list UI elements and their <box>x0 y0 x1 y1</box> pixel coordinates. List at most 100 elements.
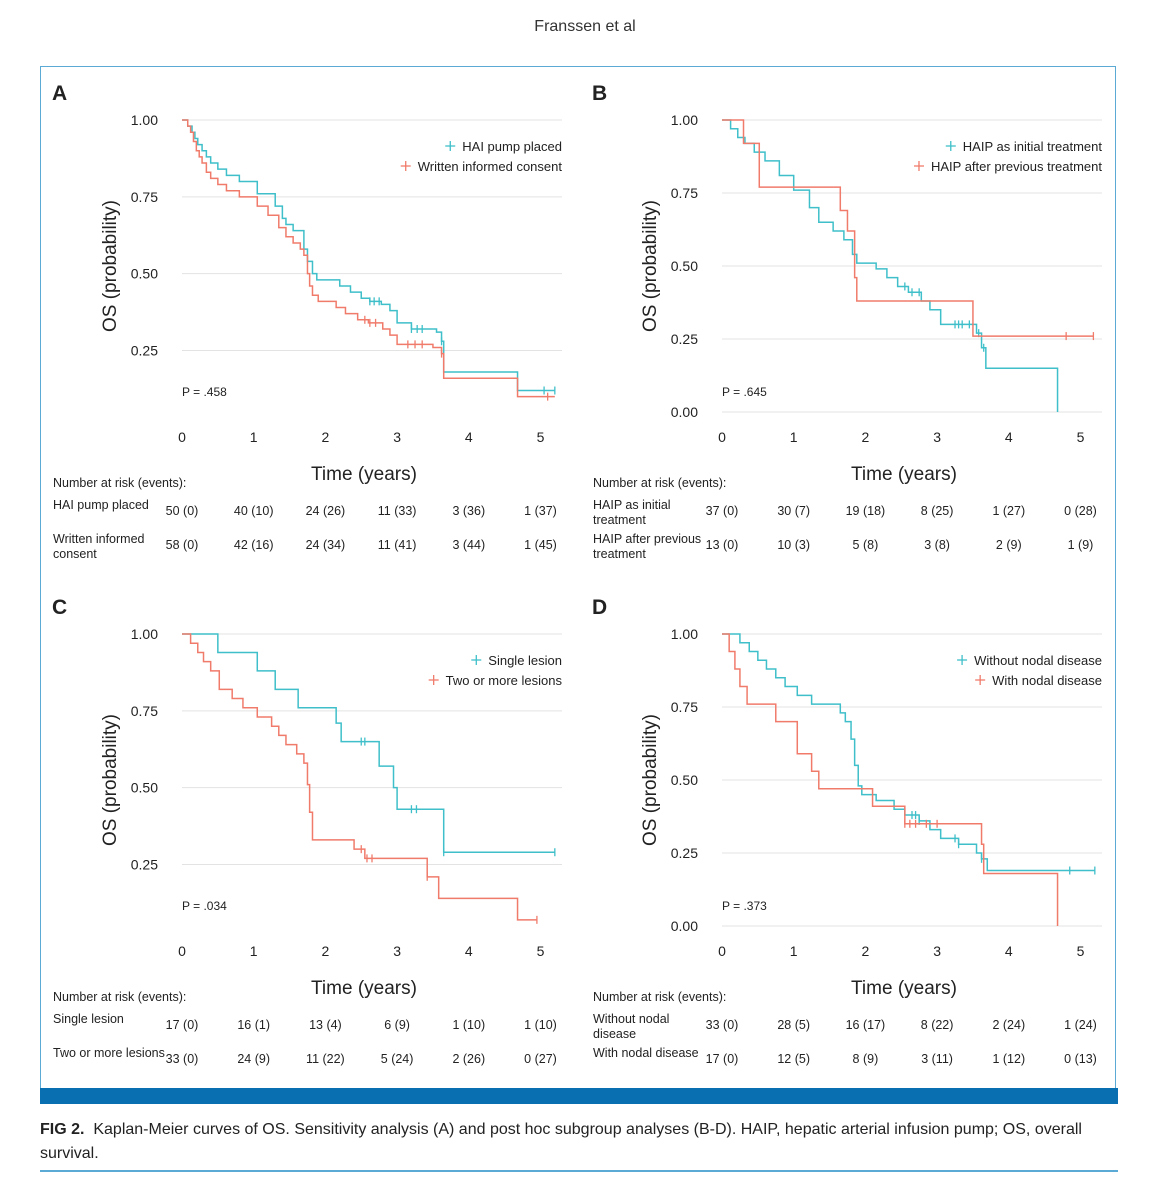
risk-table-d: Number at risk (events): Without nodal d… <box>593 990 1113 1090</box>
y-tick-label: 1.00 <box>671 112 698 128</box>
risk-row-label: Single lesion <box>53 1012 124 1026</box>
x-tick-label: 1 <box>250 943 258 959</box>
y-tick-label: 0.75 <box>131 703 158 719</box>
y-tick-label: 0.50 <box>671 258 698 274</box>
y-axis-label: OS (probability) <box>640 200 661 332</box>
risk-value: 8 (22) <box>920 1018 954 1032</box>
risk-value: 3 (36) <box>452 504 486 518</box>
panel-label: D <box>592 596 608 619</box>
y-axis-label: OS (probability) <box>100 714 121 846</box>
y-tick-label: 0.25 <box>131 343 158 359</box>
y-tick-label: 1.00 <box>131 112 158 128</box>
y-tick-label: 0.25 <box>671 331 698 347</box>
km-plot-b: 0.00 0.25 0.50 0.75 1.00 0 1 2 3 4 5 Time (years) OS… <box>640 112 1102 485</box>
x-tick-label: 0 <box>178 943 186 959</box>
risk-value: 2 (24) <box>992 1018 1026 1032</box>
panel-d: D 0.00 0.25 0.50 0.75 1.00 0 1 2 3 4 5 Time (years)… <box>580 580 1118 1100</box>
x-tick-label: 3 <box>393 429 401 445</box>
risk-value: 37 (0) <box>705 504 739 518</box>
km-curve-salmon <box>722 633 1059 926</box>
risk-title: Number at risk (events): <box>593 476 727 490</box>
legend-label: Written informed consent <box>418 159 563 174</box>
x-tick-label: 3 <box>393 943 401 959</box>
x-tick-label: 1 <box>790 943 798 959</box>
risk-value: 17 (0) <box>705 1052 739 1066</box>
x-tick-label: 3 <box>933 429 941 445</box>
legend-label: Without nodal disease <box>974 653 1102 668</box>
risk-value: 33 (0) <box>165 1052 199 1066</box>
y-tick-label: 1.00 <box>671 626 698 642</box>
risk-value: 3 (8) <box>924 538 950 552</box>
y-tick-label: 0.00 <box>671 918 698 934</box>
legend-label: With nodal disease <box>992 673 1102 688</box>
risk-title: Number at risk (events): <box>593 990 727 1004</box>
figure-frame <box>40 66 1116 1100</box>
risk-row-label: HAIP as initial treatment <box>593 498 671 527</box>
x-tick-label: 5 <box>1077 429 1085 445</box>
y-tick-label: 0.50 <box>131 266 158 282</box>
risk-table-c: Number at risk (events): Single lesion T… <box>53 990 573 1090</box>
risk-value: 5 (8) <box>852 538 879 552</box>
p-value: P = .373 <box>722 899 767 913</box>
x-tick-label: 0 <box>178 429 186 445</box>
y-tick-label: 1.00 <box>131 626 158 642</box>
km-curve-teal <box>182 119 555 392</box>
risk-value: 24 (9) <box>237 1052 271 1066</box>
risk-value: 2 (26) <box>452 1052 486 1066</box>
x-axis-label: Time (years) <box>851 978 957 999</box>
risk-value: 0 (27) <box>524 1052 557 1066</box>
p-value: P = .645 <box>722 385 767 399</box>
x-tick-label: 0 <box>718 943 726 959</box>
km-curve-salmon <box>182 119 555 398</box>
risk-value: 3 (11) <box>921 1052 953 1066</box>
risk-value: 1 (10) <box>524 1018 557 1032</box>
risk-value: 40 (10) <box>233 504 274 518</box>
y-tick-label: 0.00 <box>671 404 698 420</box>
panel-b: B 0.00 0.25 0.50 0.75 1.00 0 1 2 3 4 5 Time (years)… <box>580 66 1118 586</box>
risk-row-label: Two or more lesions <box>53 1046 165 1060</box>
x-tick-label: 1 <box>250 429 258 445</box>
figure-bottom-bar <box>40 1088 1118 1104</box>
x-tick-label: 5 <box>1077 943 1085 959</box>
risk-value: 1 (12) <box>992 1052 1026 1066</box>
x-axis-label: Time (years) <box>311 978 417 999</box>
x-tick-label: 2 <box>861 943 869 959</box>
risk-value: 1 (27) <box>992 504 1026 518</box>
risk-value: 1 (37) <box>524 504 557 518</box>
x-tick-label: 1 <box>790 429 798 445</box>
x-tick-label: 4 <box>465 943 473 959</box>
risk-row-label: With nodal disease <box>593 1046 699 1060</box>
risk-row-label: Written informed consent <box>53 532 145 561</box>
risk-value: 8 (25) <box>920 504 954 518</box>
risk-row-label: Without nodal disease <box>593 1012 670 1041</box>
page-header: Franssen et al <box>534 18 636 35</box>
legend-label: Two or more lesions <box>446 673 563 688</box>
risk-value: 6 (9) <box>384 1018 410 1032</box>
x-tick-label: 4 <box>1005 943 1013 959</box>
x-tick-label: 4 <box>465 429 473 445</box>
risk-table-a: Number at risk (events): HAI pump placed… <box>53 476 573 576</box>
km-curve-teal <box>722 633 1095 872</box>
x-tick-label: 5 <box>537 429 545 445</box>
risk-value: 3 (44) <box>452 538 486 552</box>
risk-value: 16 (17) <box>845 1018 886 1032</box>
x-axis-label: Time (years) <box>851 464 957 485</box>
x-tick-label: 5 <box>537 943 545 959</box>
risk-value: 30 (7) <box>777 504 811 518</box>
km-plot-d: 0.00 0.25 0.50 0.75 1.00 0 1 2 3 4 5 Time (years) OS… <box>640 626 1102 999</box>
legend-label: Single lesion <box>488 653 562 668</box>
y-tick-label: 0.75 <box>671 699 698 715</box>
risk-value: 50 (0) <box>165 504 199 518</box>
risk-value: 58 (0) <box>165 538 199 552</box>
panel-c: C 0.25 0.50 0.75 1.00 0 1 2 3 4 5 Time (years) OS (… <box>40 580 578 1100</box>
legend-label: HAIP after previous treatment <box>931 159 1102 174</box>
panel-a: A 0.25 0.50 0.75 1.00 0 1 2 3 4 5 Time (years) OS (… <box>40 66 578 586</box>
risk-value: 11 (41) <box>377 538 417 552</box>
risk-title: Number at risk (events): <box>53 990 187 1004</box>
caption-text: Kaplan-Meier curves of OS. Sensitivity a… <box>40 1121 1082 1162</box>
y-tick-label: 0.75 <box>671 185 698 201</box>
km-curve-salmon <box>182 633 537 921</box>
risk-value: 16 (1) <box>237 1018 271 1032</box>
x-tick-label: 2 <box>321 429 329 445</box>
risk-value: 1 (24) <box>1064 1018 1097 1032</box>
